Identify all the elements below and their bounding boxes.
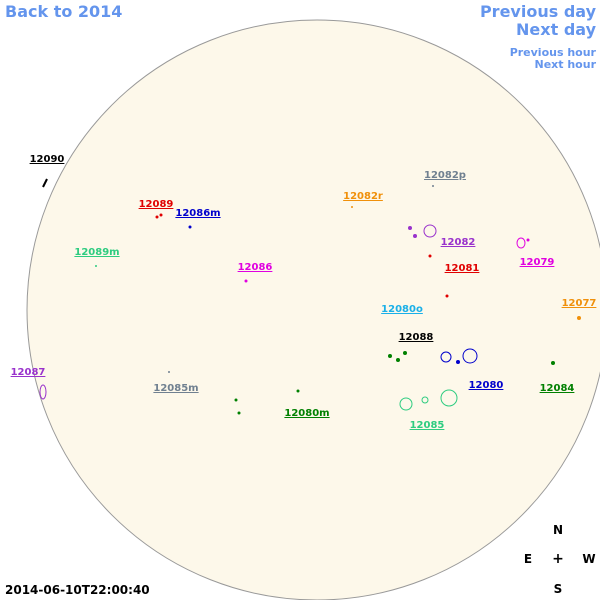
- region-label: 12089: [139, 199, 174, 210]
- back-link[interactable]: Back to 2014: [5, 2, 122, 21]
- compass-south: S: [554, 582, 563, 596]
- region-label: 12085m: [153, 383, 198, 394]
- region-label: 12080o: [381, 304, 423, 315]
- sunspots: [39, 178, 581, 415]
- region-label: 12090: [30, 154, 65, 165]
- region-label: 12079: [520, 257, 555, 268]
- compass-west: W: [582, 552, 595, 566]
- previous-day-link[interactable]: Previous day: [480, 2, 597, 21]
- region-label: 12085: [410, 420, 445, 431]
- region-label: 12087: [11, 367, 46, 378]
- compass-center: +: [552, 551, 564, 567]
- region-label: 12077: [562, 298, 597, 309]
- previous-hour-link[interactable]: Previous hour: [510, 46, 597, 59]
- compass-north: N: [553, 523, 563, 537]
- region-label: 12089m: [74, 247, 119, 258]
- region-label: 12086: [238, 262, 273, 273]
- region-label: 12086m: [175, 208, 220, 219]
- solar-disk: [26, 19, 600, 600]
- compass-east: E: [524, 552, 532, 566]
- next-hour-link[interactable]: Next hour: [535, 58, 597, 71]
- region-label: 12088: [399, 332, 434, 343]
- region-label: 12082r: [343, 191, 383, 202]
- region-label: 12081: [445, 263, 480, 274]
- next-day-link[interactable]: Next day: [516, 20, 597, 39]
- region-label: 12082: [441, 237, 476, 248]
- region-label: 12084: [540, 383, 575, 394]
- region-label: 12082p: [424, 170, 466, 181]
- region-label: 12080: [469, 380, 504, 391]
- region-labels: 12090 12089 12086m 12082r 12082p 12082 1…: [11, 154, 597, 431]
- timestamp: 2014-06-10T22:00:40: [5, 583, 150, 597]
- region-label: 12080m: [284, 408, 329, 419]
